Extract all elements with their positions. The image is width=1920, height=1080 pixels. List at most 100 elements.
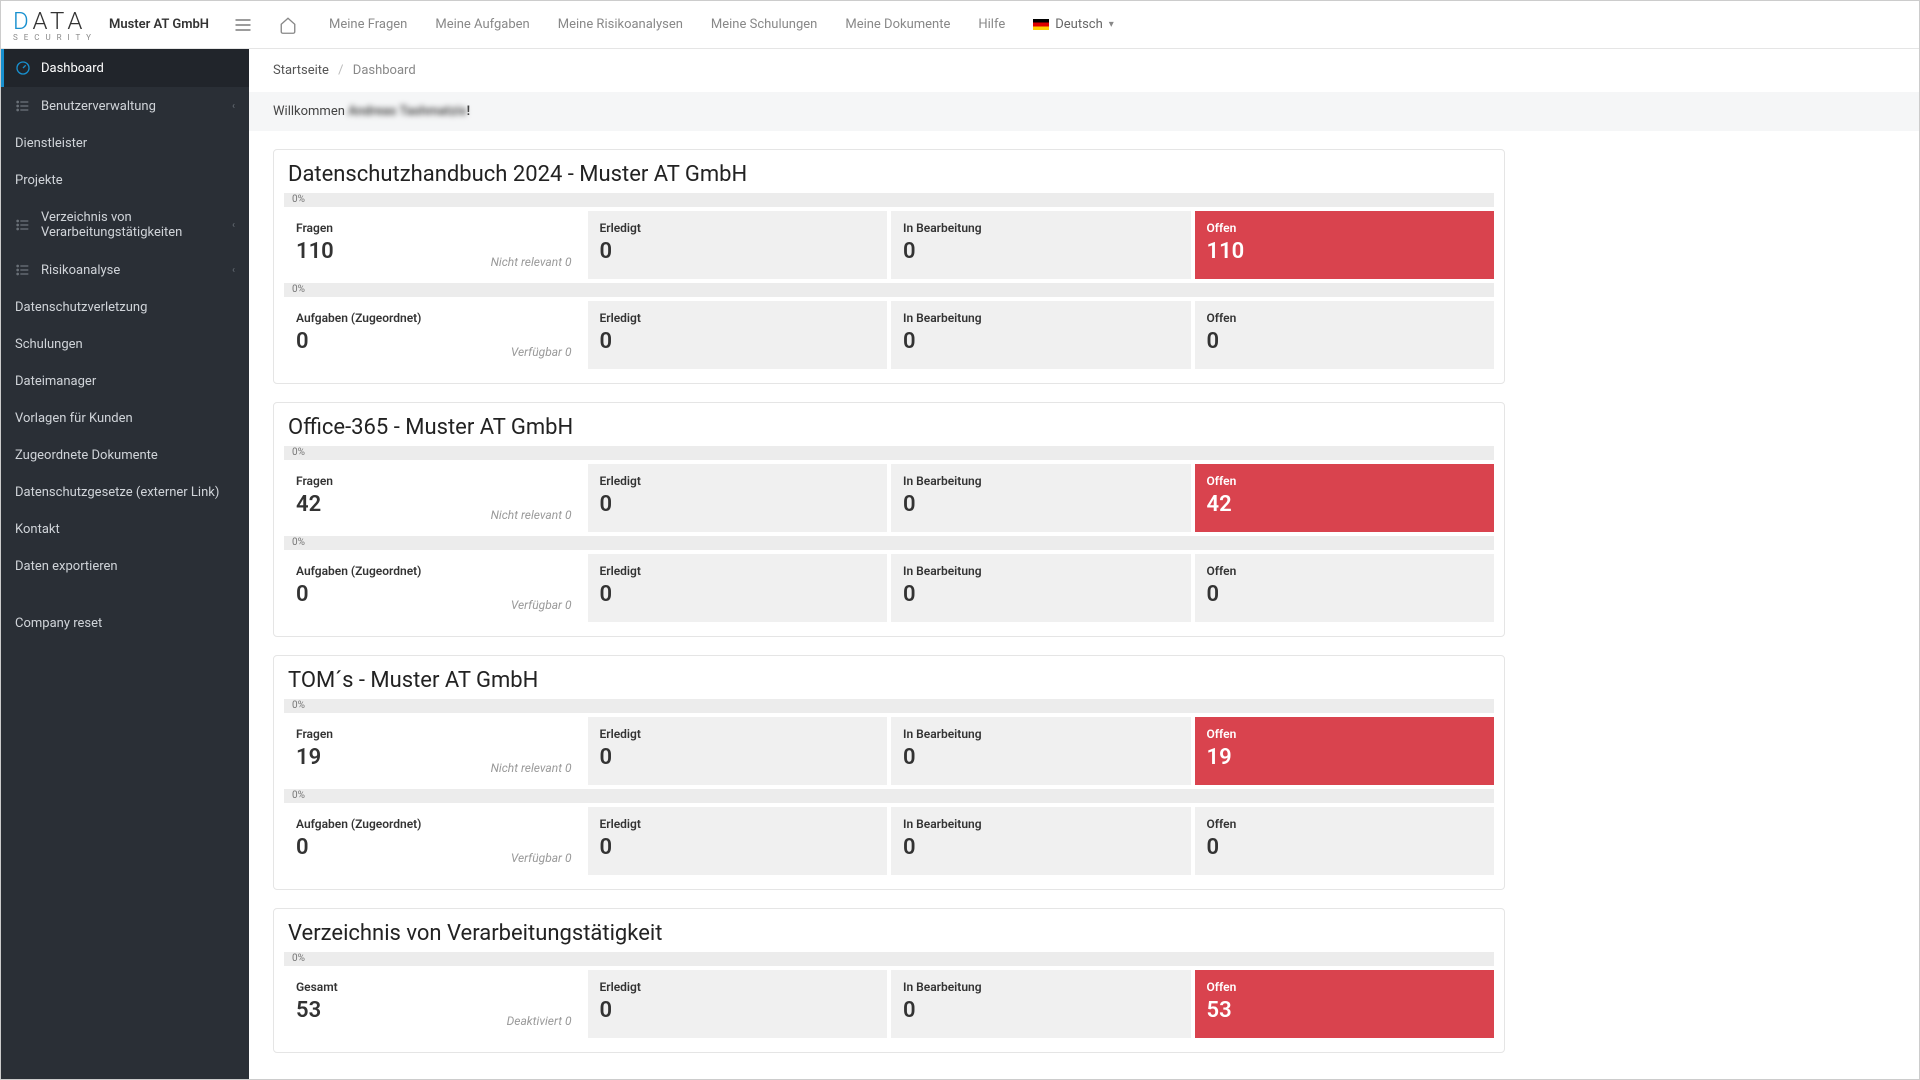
- stat-label: Fragen: [296, 727, 572, 741]
- topnav-item[interactable]: Meine Schulungen: [711, 17, 817, 32]
- sidebar-item-label: Dashboard: [41, 61, 235, 76]
- stat-row: Aufgaben (Zugeordnet)0Verfügbar 0Erledig…: [284, 807, 1494, 875]
- progress-bar: 0%: [284, 193, 1494, 207]
- stat-label: Fragen: [296, 474, 572, 488]
- topnav-item[interactable]: Meine Aufgaben: [435, 17, 529, 32]
- stat-label: Offen: [1207, 817, 1483, 831]
- sidebar-item[interactable]: Risikoanalyse‹: [1, 251, 249, 289]
- stat-label: Erledigt: [600, 817, 876, 831]
- topnav-item[interactable]: Meine Dokumente: [845, 17, 950, 32]
- stat-in-progress: In Bearbeitung 0: [891, 970, 1191, 1038]
- breadcrumb-separator: /: [338, 63, 343, 78]
- stat-value: 0: [903, 745, 1179, 770]
- stat-label: In Bearbeitung: [903, 980, 1179, 994]
- home-icon[interactable]: [267, 10, 309, 40]
- sidebar-item-label: Schulungen: [15, 337, 235, 352]
- stat-open: Offen53: [1195, 970, 1495, 1038]
- stat-value: 0: [903, 582, 1179, 607]
- stat-label: Erledigt: [600, 564, 876, 578]
- progress-bar: 0%: [284, 446, 1494, 460]
- sidebar-item[interactable]: Datenschutzgesetze (externer Link): [1, 474, 249, 511]
- stat-note: Verfügbar 0: [511, 345, 572, 359]
- chevron-left-icon: ‹: [232, 101, 235, 112]
- stat-in-progress: In Bearbeitung0: [891, 464, 1191, 532]
- breadcrumb-home[interactable]: Startseite: [273, 63, 329, 78]
- card-title: TOM´s - Muster AT GmbH: [284, 668, 1494, 693]
- sidebar-item-label: Daten exportieren: [15, 559, 235, 574]
- main-content: Startseite / Dashboard Willkommen Andrea…: [249, 49, 1919, 1079]
- stat-label: Offen: [1207, 474, 1483, 488]
- dashboard-icon: [15, 60, 31, 76]
- stat-label: In Bearbeitung: [903, 311, 1179, 325]
- stat-label: Offen: [1207, 727, 1483, 741]
- sidebar-item[interactable]: Benutzerverwaltung‹: [1, 87, 249, 125]
- stat-label: Aufgaben (Zugeordnet): [296, 817, 572, 831]
- stat-done: Erledigt0: [588, 970, 888, 1038]
- stat-value: 0: [1207, 582, 1483, 607]
- stat-value: 53: [1207, 998, 1483, 1023]
- stat-value: 19: [1207, 745, 1483, 770]
- stat-label: Erledigt: [600, 221, 876, 235]
- dashboard-card: Office-365 - Muster AT GmbH0%Fragen42Nic…: [273, 402, 1505, 637]
- stat-value: 0: [1207, 835, 1483, 860]
- stat-label: Offen: [1207, 221, 1483, 235]
- welcome-username: Andreas Tashmatzis: [348, 104, 467, 119]
- sidebar-item[interactable]: Verzeichnis von Verarbeitungstätigkeiten…: [1, 199, 249, 251]
- stat-value: 0: [903, 998, 1179, 1023]
- stat-done: Erledigt0: [588, 554, 888, 622]
- sidebar-item[interactable]: Vorlagen für Kunden: [1, 400, 249, 437]
- stat-label: Gesamt: [296, 980, 572, 994]
- language-selector[interactable]: Deutsch ▾: [1033, 17, 1114, 32]
- stat-value: 0: [903, 239, 1179, 264]
- sidebar-item-label: Zugeordnete Dokumente: [15, 448, 235, 463]
- sidebar-item-label: Verzeichnis von Verarbeitungstätigkeiten: [41, 210, 232, 240]
- menu-toggle-icon[interactable]: [227, 9, 259, 41]
- top-nav: Meine Fragen Meine Aufgaben Meine Risikoan…: [329, 17, 1005, 32]
- dashboard-cards: Datenschutzhandbuch 2024 - Muster AT Gmb…: [249, 131, 1529, 1071]
- sidebar-item[interactable]: Kontakt: [1, 511, 249, 548]
- sidebar-item-label: Datenschutzverletzung: [15, 300, 235, 315]
- stat-label: Aufgaben (Zugeordnet): [296, 311, 572, 325]
- stat-value: 0: [903, 835, 1179, 860]
- chevron-left-icon: ‹: [232, 265, 235, 276]
- sidebar-item[interactable]: Dashboard: [1, 49, 249, 87]
- sidebar-item-label: Vorlagen für Kunden: [15, 411, 235, 426]
- stat-open: Offen42: [1195, 464, 1495, 532]
- breadcrumb-current: Dashboard: [353, 63, 416, 78]
- welcome-prefix: Willkommen: [273, 104, 348, 119]
- sidebar-item[interactable]: Dateimanager: [1, 363, 249, 400]
- sidebar-item[interactable]: Projekte: [1, 162, 249, 199]
- stat-label: Offen: [1207, 564, 1483, 578]
- stat-in-progress: In Bearbeitung 0: [891, 807, 1191, 875]
- dashboard-card: TOM´s - Muster AT GmbH0%Fragen19Nicht re…: [273, 655, 1505, 890]
- stat-note: Nicht relevant 0: [491, 255, 572, 269]
- stat-label: In Bearbeitung: [903, 727, 1179, 741]
- topnav-item[interactable]: Meine Fragen: [329, 17, 407, 32]
- sidebar-item[interactable]: Zugeordnete Dokumente: [1, 437, 249, 474]
- stat-label: In Bearbeitung: [903, 817, 1179, 831]
- topnav-item[interactable]: Meine Risikoanalysen: [558, 17, 683, 32]
- stat-in-progress: In Bearbeitung0: [891, 211, 1191, 279]
- list-icon: [15, 262, 31, 278]
- stat-total: Gesamt53Deaktiviert 0: [284, 970, 584, 1038]
- sidebar-item-label: Datenschutzgesetze (externer Link): [15, 485, 235, 500]
- stat-label: Offen: [1207, 311, 1483, 325]
- stat-note: Deaktiviert 0: [507, 1014, 572, 1028]
- stat-value: 0: [600, 492, 876, 517]
- sidebar-item[interactable]: Schulungen: [1, 326, 249, 363]
- stat-row: Aufgaben (Zugeordnet)0Verfügbar 0Erledig…: [284, 554, 1494, 622]
- sidebar-item[interactable]: Datenschutzverletzung: [1, 289, 249, 326]
- progress-bar: 0%: [284, 699, 1494, 713]
- logo[interactable]: DATA S E C U R I T Y: [13, 7, 93, 42]
- welcome-suffix: !: [467, 104, 470, 119]
- sidebar-item[interactable]: Company reset: [1, 605, 249, 642]
- stat-done: Erledigt0: [588, 301, 888, 369]
- sidebar-item[interactable]: Daten exportieren: [1, 548, 249, 585]
- company-name: Muster AT GmbH: [109, 17, 209, 32]
- sidebar-item[interactable]: Dienstleister: [1, 125, 249, 162]
- stat-done: Erledigt0: [588, 717, 888, 785]
- topnav-item[interactable]: Hilfe: [978, 17, 1005, 32]
- stat-label: Erledigt: [600, 727, 876, 741]
- stat-label: Fragen: [296, 221, 572, 235]
- stat-label: Erledigt: [600, 980, 876, 994]
